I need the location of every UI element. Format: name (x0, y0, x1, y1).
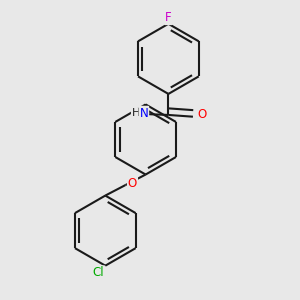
Text: O: O (197, 108, 206, 122)
Text: O: O (128, 177, 137, 190)
Text: H: H (132, 108, 140, 118)
Text: N: N (140, 107, 148, 120)
Text: Cl: Cl (92, 266, 104, 279)
Text: F: F (165, 11, 172, 24)
